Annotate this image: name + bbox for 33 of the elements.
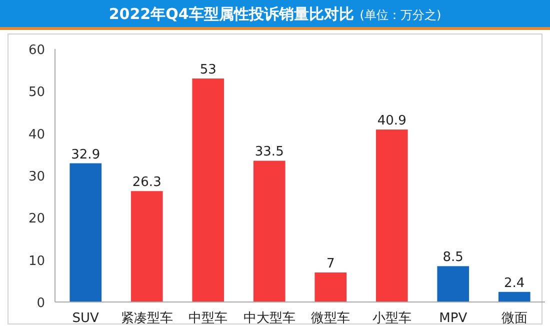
y-tick-label: 40 — [28, 127, 45, 142]
bar — [498, 292, 530, 302]
data-label: 32.9 — [71, 147, 100, 162]
data-label: 53 — [200, 62, 216, 78]
data-label: 26.3 — [132, 175, 162, 190]
y-tick-label: 60 — [28, 43, 45, 58]
data-label: 8.5 — [442, 250, 464, 266]
bar — [70, 163, 102, 302]
bar — [437, 266, 470, 302]
data-label: 40.9 — [377, 114, 406, 129]
y-tick-label: 50 — [28, 85, 45, 100]
x-tick-label: 微型车 — [311, 311, 350, 326]
chart-title: 2022年Q4车型属性投诉销量比对比 — [108, 5, 354, 23]
bar — [376, 130, 408, 302]
data-label: 2.4 — [504, 276, 525, 291]
chart-subtitle: (单位：万分之) — [360, 8, 442, 22]
x-tick-label: 微面 — [501, 311, 528, 326]
x-tick-label: 紧凑型车 — [120, 311, 173, 326]
x-tick-label: 中大型车 — [243, 311, 296, 326]
y-tick-label: 10 — [28, 254, 45, 269]
x-tick-label: MPV — [439, 311, 468, 326]
data-label: 33.5 — [254, 144, 284, 160]
x-tick-label: 小型车 — [372, 311, 412, 326]
y-tick-label: 0 — [36, 296, 45, 311]
y-tick-label: 30 — [28, 170, 45, 184]
bar — [192, 78, 224, 302]
x-tick-label: 中型车 — [188, 311, 228, 326]
x-tick-label: SUV — [72, 311, 100, 326]
bar — [314, 272, 347, 302]
bar — [130, 191, 163, 302]
y-tick-label: 20 — [28, 212, 45, 227]
data-label: 7 — [326, 256, 335, 272]
bar — [253, 160, 286, 302]
